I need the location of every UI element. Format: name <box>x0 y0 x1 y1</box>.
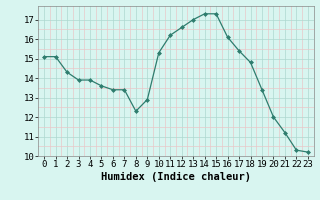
X-axis label: Humidex (Indice chaleur): Humidex (Indice chaleur) <box>101 172 251 182</box>
